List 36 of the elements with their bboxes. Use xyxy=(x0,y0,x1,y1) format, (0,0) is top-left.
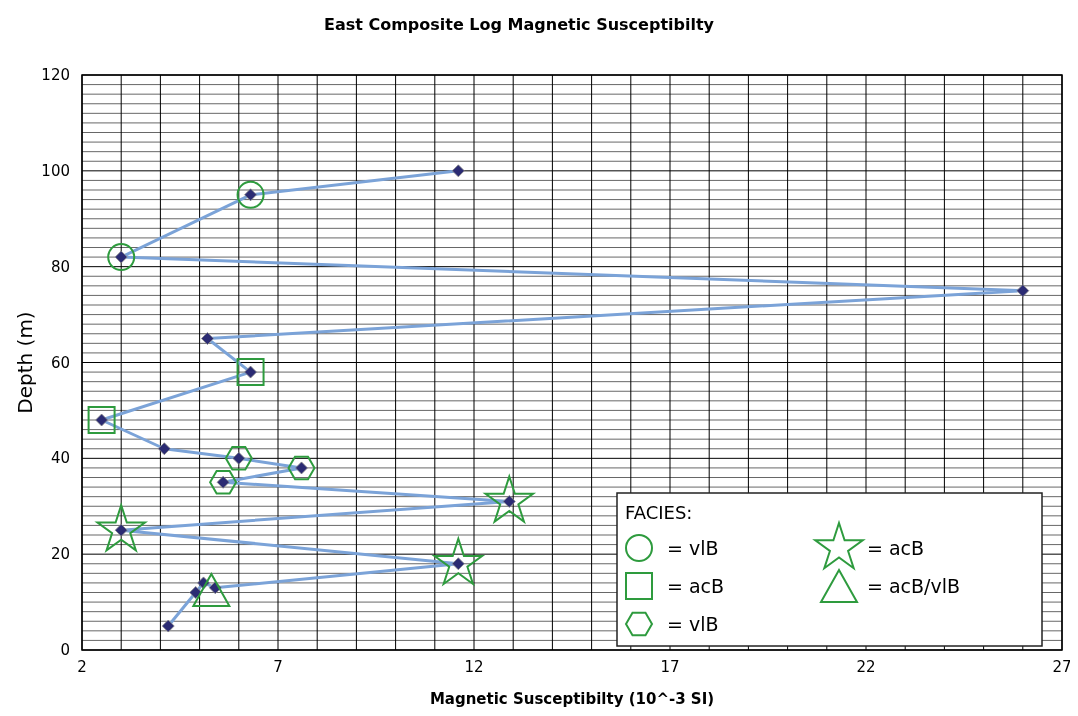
legend-title: FACIES: xyxy=(625,502,693,523)
point xyxy=(236,180,265,209)
point xyxy=(224,446,253,471)
point xyxy=(209,470,238,495)
x-tick-label: 17 xyxy=(660,658,680,676)
point xyxy=(161,619,175,633)
legend-label: = acB xyxy=(867,537,925,559)
y-tick-label: 80 xyxy=(50,257,70,276)
x-axis-title: Magnetic Susceptibilty (10^-3 SI) xyxy=(429,690,715,708)
legend-label: = vlB xyxy=(667,613,719,635)
point xyxy=(1016,284,1030,298)
y-tick-label: 0 xyxy=(60,641,70,659)
y-axis-title: Depth (m) xyxy=(13,311,37,414)
y-tick-label: 60 xyxy=(50,353,70,372)
point xyxy=(236,358,265,387)
point xyxy=(451,164,465,178)
legend-label: = vlB xyxy=(667,537,719,559)
point xyxy=(192,573,231,608)
point xyxy=(87,406,116,434)
point xyxy=(189,586,203,599)
y-tick-label: 20 xyxy=(50,545,70,564)
y-tick-label: 120 xyxy=(41,66,70,84)
x-tick-label: 2 xyxy=(77,658,87,676)
point xyxy=(107,243,136,272)
point xyxy=(287,455,316,481)
point xyxy=(201,332,214,345)
legend-label: = acB xyxy=(667,575,725,597)
y-tick-label: 100 xyxy=(41,161,70,180)
x-tick-label: 27 xyxy=(1052,658,1072,676)
y-tick-label: 40 xyxy=(50,449,70,468)
x-tick-label: 12 xyxy=(464,658,484,676)
chart-title: East Composite Log Magnetic Susceptibilty xyxy=(323,15,715,34)
legend-label: = acB/vlB xyxy=(867,575,961,597)
point xyxy=(157,442,171,456)
x-tick-label: 22 xyxy=(856,658,876,676)
x-tick-label: 7 xyxy=(273,658,283,676)
